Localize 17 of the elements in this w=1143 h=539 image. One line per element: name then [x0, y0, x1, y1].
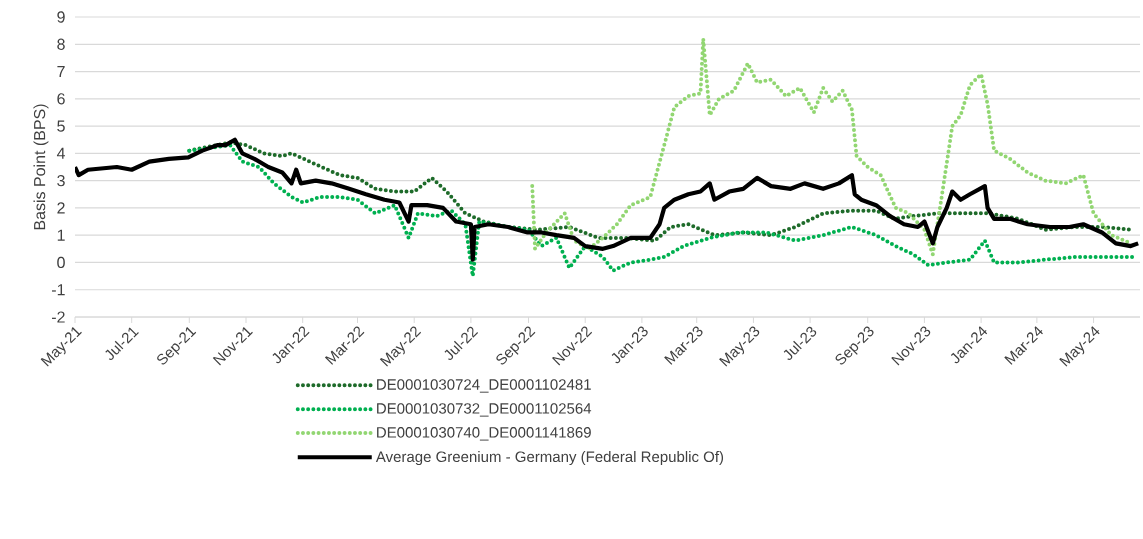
y-axis-title: Basis Point (BPS) — [33, 104, 49, 230]
legend-label: DE0001030732_DE0001102564 — [377, 403, 592, 417]
y-tick-label: -2 — [51, 311, 65, 323]
y-tick-label: 1 — [57, 229, 65, 241]
legend-label: Average Greenium - Germany (Federal Republic Of) — [375, 451, 724, 466]
y-tick-label: 9 — [57, 11, 65, 23]
y-tick-label: 4 — [56, 147, 66, 159]
legend-label: DE0001030724_DE0001102481 — [377, 379, 591, 393]
y-tick-label: 3 — [57, 174, 65, 187]
y-tick-label: 5 — [57, 120, 65, 132]
y-tick-label: 6 — [57, 93, 65, 105]
y-tick-label: 0 — [57, 256, 65, 269]
y-tick-label: 8 — [57, 38, 65, 50]
legend-label: DE0001030740_DE0001141869 — [377, 427, 591, 441]
y-tick-label: 2 — [57, 202, 65, 214]
y-tick-label: -1 — [51, 284, 65, 296]
y-tick-label: 7 — [57, 66, 65, 78]
